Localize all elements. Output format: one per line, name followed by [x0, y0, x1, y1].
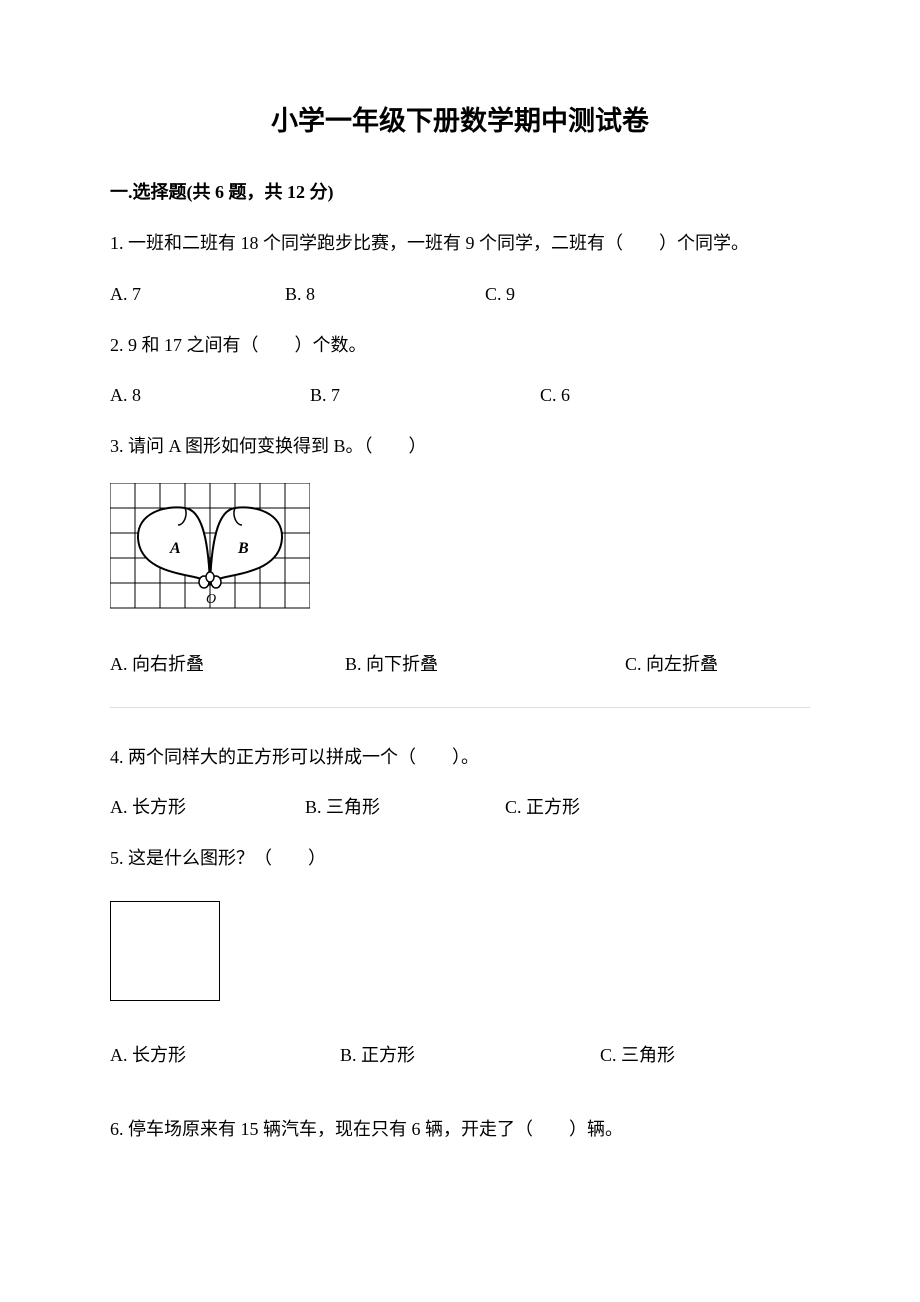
q1-options: A. 7 B. 8 C. 9: [110, 280, 810, 309]
q1-option-b: B. 8: [285, 280, 485, 309]
svg-text:B: B: [237, 540, 249, 557]
q3-figure: A B O: [110, 483, 810, 622]
q4-options: A. 长方形 B. 三角形 C. 正方形: [110, 793, 810, 822]
svg-text:O: O: [206, 592, 216, 607]
svg-text:A: A: [169, 540, 181, 557]
q2-options: A. 8 B. 7 C. 6: [110, 381, 810, 410]
q3-text: 3. 请问 A 图形如何变换得到 B。（ ）: [110, 432, 810, 461]
q4-text: 4. 两个同样大的正方形可以拼成一个（ ）。: [110, 743, 810, 772]
q2-option-c: C. 6: [540, 381, 570, 410]
q3-option-b: B. 向下折叠: [345, 650, 625, 679]
page-title: 小学一年级下册数学期中测试卷: [110, 100, 810, 143]
q4-option-b: B. 三角形: [305, 793, 505, 822]
q2-text: 2. 9 和 17 之间有（ ）个数。: [110, 331, 810, 360]
q5-figure-square-icon: [110, 901, 220, 1001]
q5-options: A. 长方形 B. 正方形 C. 三角形: [110, 1041, 810, 1070]
q5-option-c: C. 三角形: [600, 1041, 675, 1070]
q1-text: 1. 一班和二班有 18 个同学跑步比赛，一班有 9 个同学，二班有（ ）个同学…: [110, 229, 810, 258]
q1-option-a: A. 7: [110, 280, 285, 309]
q2-option-b: B. 7: [310, 381, 540, 410]
q4-option-a: A. 长方形: [110, 793, 305, 822]
q3-options: A. 向右折叠 B. 向下折叠 C. 向左折叠: [110, 650, 810, 679]
q1-option-c: C. 9: [485, 280, 515, 309]
q5-text: 5. 这是什么图形？（ ）: [110, 844, 810, 873]
q4-option-c: C. 正方形: [505, 793, 580, 822]
section-header: 一.选择题(共 6 题，共 12 分): [110, 178, 810, 207]
q2-option-a: A. 8: [110, 381, 310, 410]
q6-text: 6. 停车场原来有 15 辆汽车，现在只有 6 辆，开走了（ ）辆。: [110, 1115, 810, 1144]
q3-option-c: C. 向左折叠: [625, 650, 718, 679]
q5-option-b: B. 正方形: [340, 1041, 600, 1070]
separator-line: [110, 707, 810, 708]
q5-option-a: A. 长方形: [110, 1041, 340, 1070]
q3-option-a: A. 向右折叠: [110, 650, 345, 679]
butterfly-diagram-icon: A B O: [110, 483, 310, 613]
